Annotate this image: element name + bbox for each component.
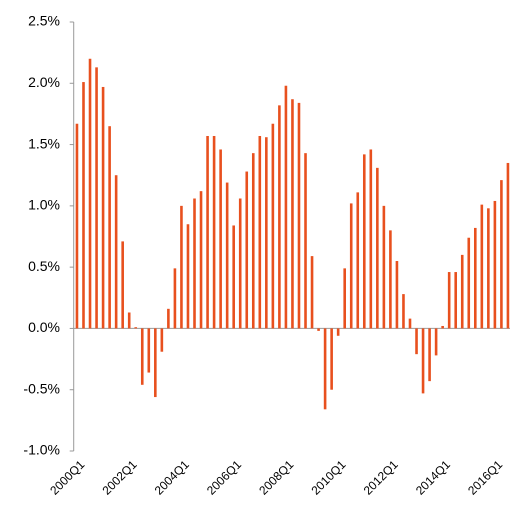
bar [101,86,105,329]
bar [160,328,164,352]
y-tick-label: 0.5% [28,258,60,274]
bar [382,205,386,329]
bar [480,204,484,329]
bar [473,227,477,329]
y-tick-label: 2.5% [28,13,60,29]
bar [271,123,275,329]
bar [238,198,242,329]
x-tick-label: 2004Q1 [152,457,192,497]
bar [278,105,281,329]
bar [460,254,464,329]
bar [323,328,327,410]
bar [467,237,471,329]
x-tick-label: 2014Q1 [413,457,453,497]
bar [154,328,157,398]
bar [317,328,320,331]
bar [500,180,503,329]
bar [251,153,255,329]
bar [304,153,307,329]
bar [441,325,444,329]
bar [369,149,373,329]
bar [225,182,229,329]
bar [95,67,98,329]
bar [421,328,425,394]
x-tick-label: 2012Q1 [361,457,401,497]
bar [343,268,346,329]
bar [284,85,288,329]
bar [88,58,92,329]
x-tick-label: 2006Q1 [204,457,244,497]
bar [219,149,222,329]
y-tick-label: 1.0% [28,197,60,213]
bar [121,241,124,329]
bar [167,308,170,329]
bar [206,135,209,329]
x-tick-label: 2008Q1 [256,457,296,497]
bar [349,203,353,329]
bar [180,205,183,329]
bar [395,261,399,329]
bar [199,191,203,329]
bar [140,328,144,385]
bar [362,154,366,329]
bar [134,327,138,329]
y-tick-label: 1.5% [28,135,60,151]
bar [147,328,151,373]
bar [310,256,314,329]
bar [356,192,360,329]
bar [447,272,451,329]
y-tick-label: 0.0% [28,319,60,335]
bar [258,135,262,329]
bar [415,328,418,355]
bar [487,208,490,329]
bar [434,328,438,356]
x-tick-label: 2002Q1 [99,457,139,497]
x-tick-label: 2016Q1 [465,457,505,497]
bar [506,162,510,329]
bar [376,167,379,329]
bar [232,225,235,329]
bar [265,137,268,329]
bar [389,230,392,329]
bar [402,294,405,329]
bar [75,123,79,329]
bar [186,224,190,329]
bar [336,328,340,336]
y-tick-label: 2.0% [28,74,60,90]
bar [212,135,216,329]
bar [408,318,412,329]
bar [114,175,118,329]
bar [291,99,294,329]
bar [82,82,85,329]
bar [108,126,111,329]
bar [493,200,497,329]
bar [454,272,458,329]
bar [297,102,301,329]
bar [173,268,177,329]
x-tick-label: 2010Q1 [308,457,348,497]
bar [428,328,431,382]
y-tick-label: -1.0% [23,442,60,458]
x-tick-label: 2000Q1 [47,457,87,497]
bar [245,171,249,329]
y-tick-label: -0.5% [23,380,60,396]
bar [330,328,333,390]
bar [127,312,131,329]
bar [193,198,196,329]
